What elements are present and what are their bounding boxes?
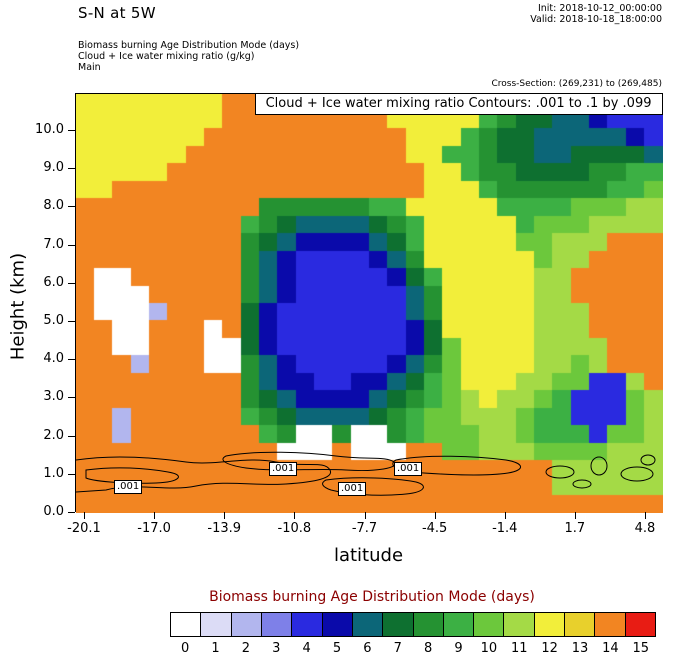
contour-label: .001: [338, 482, 367, 496]
y-tick-mark: [68, 244, 75, 246]
y-tick-label: 1.0: [43, 465, 64, 481]
y-tick-mark: [68, 473, 75, 475]
legend-color-cell: [624, 612, 656, 637]
legend-color-cell: [291, 612, 323, 637]
legend-color-cell: [533, 612, 566, 637]
y-tick-label: 0.0: [43, 504, 64, 519]
legend-title: Biomass burning Age Distribution Mode (d…: [209, 589, 535, 605]
x-tick-mark: [574, 512, 576, 519]
contour-label: .001: [114, 480, 143, 494]
cross-section-coords: Cross-Section: (269,231) to (269,485): [491, 79, 663, 89]
x-tick-label: 1.7: [564, 521, 586, 536]
legend-color-cell: [503, 612, 535, 637]
legend-color-cell: [412, 612, 444, 637]
y-tick-label: 9.0: [43, 160, 64, 176]
y-tick-mark: [68, 321, 75, 322]
y-tick-mark: [68, 206, 75, 208]
x-tick-label: -10.8: [277, 521, 312, 536]
legend-number: 1: [211, 641, 220, 656]
legend-number: 14: [602, 641, 619, 656]
x-tick-mark: [294, 512, 296, 519]
x-tick-mark: [434, 512, 436, 519]
contour-info-box: Cloud + Ice water mixing ratio Contours:…: [254, 92, 663, 115]
x-tick-mark: [224, 512, 226, 519]
legend-color-cell: [200, 612, 232, 637]
legend-number: 11: [511, 641, 528, 656]
x-tick-mark: [364, 512, 366, 519]
cross-section-heatmap-canvas: [76, 94, 663, 513]
valid-time: Valid: 2018-10-18_18:00:00: [530, 14, 662, 25]
legend-number: 4: [302, 641, 311, 656]
cross-section-plot: .001 .001 .001 .001 Cloud + Ice water mi…: [75, 92, 663, 513]
x-tick-mark: [504, 512, 506, 519]
y-tick-mark: [68, 435, 75, 437]
legend-color-cell: [321, 612, 353, 637]
x-tick-mark: [645, 512, 646, 519]
y-tick-mark: [68, 168, 75, 170]
contour-label: .001: [394, 462, 423, 476]
x-tick-label: -4.5: [421, 521, 448, 536]
legend-number: 7: [393, 641, 402, 656]
field-label-grid: Main: [78, 62, 101, 73]
legend-number: 9: [454, 641, 463, 656]
legend-color-cell: [230, 612, 262, 637]
y-tick-label: 10.0: [35, 122, 64, 137]
x-axis-label: latitude: [333, 545, 404, 566]
y-tick-label: 6.0: [43, 274, 64, 290]
x-tick-label: -1.4: [492, 521, 518, 536]
legend-number: 2: [241, 641, 251, 656]
legend-number: 6: [363, 641, 372, 656]
x-tick-label: -7.7: [351, 521, 378, 536]
legend-color-cell: [594, 612, 626, 637]
y-tick-label: 2.0: [43, 427, 64, 443]
y-tick-label: 5.0: [43, 313, 64, 328]
legend-number: 8: [424, 641, 433, 656]
legend-number: 15: [632, 641, 650, 656]
x-tick-label: 4.8: [634, 521, 656, 536]
y-tick-label: 7.0: [43, 236, 64, 252]
init-time: Init: 2018-10-12_00:00:00: [537, 3, 662, 14]
legend-colorbar: [170, 612, 656, 637]
legend-color-cell: [351, 612, 384, 637]
y-tick-label: 8.0: [43, 198, 64, 214]
legend-numbers: 0 1 2 3 4 5 6 7 8 9 10 11 12 13 14 15: [170, 641, 656, 656]
x-tick-label: -17.0: [137, 521, 171, 536]
legend-number: 5: [332, 641, 342, 656]
legend-color-cell: [564, 612, 596, 637]
y-tick-mark: [68, 130, 75, 131]
legend-color-cell: [170, 612, 202, 637]
x-tick-label: -13.9: [207, 521, 242, 536]
page-title: S-N at 5W: [78, 4, 156, 22]
field-label-age-mode: Biomass burning Age Distribution Mode (d…: [78, 40, 300, 51]
x-tick-mark: [154, 512, 156, 519]
y-tick-label: 3.0: [43, 389, 64, 405]
legend-color-cell: [473, 612, 505, 637]
legend-color-cell: [260, 612, 293, 637]
y-tick-mark: [68, 282, 75, 284]
field-label-cloud-ice: Cloud + Ice water mixing ratio (g/kg): [78, 51, 255, 62]
y-tick-mark: [68, 512, 75, 513]
legend-color-cell: [442, 612, 475, 637]
legend-number: 12: [541, 641, 558, 656]
y-tick-mark: [68, 359, 75, 361]
legend-number: 13: [571, 641, 589, 656]
contour-label: .001: [269, 462, 298, 476]
x-tick-label: -20.1: [67, 521, 101, 536]
legend-number: 3: [272, 641, 281, 656]
legend-number: 10: [480, 641, 498, 656]
x-tick-mark: [84, 512, 85, 519]
y-tick-mark: [68, 397, 75, 399]
y-tick-label: 4.0: [43, 351, 64, 367]
legend-number: 0: [181, 641, 190, 656]
legend-color-cell: [382, 612, 414, 637]
